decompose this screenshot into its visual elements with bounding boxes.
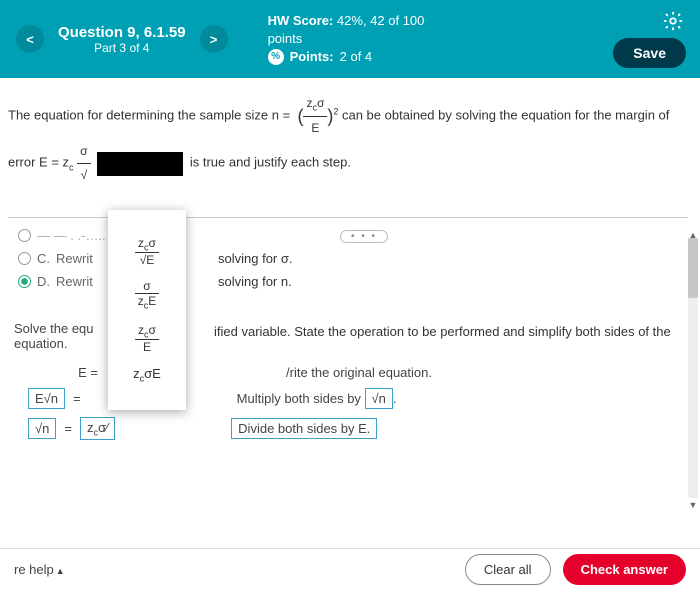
step-row-3: √n = zcσ∕ Divide both sides by E.: [28, 417, 688, 441]
step2-rhs-box[interactable]: √n: [365, 388, 393, 409]
step3-lhs-box[interactable]: √n: [28, 418, 56, 439]
percent-icon: %: [268, 49, 284, 65]
question-id-block: Question 9, 6.1.59 Part 3 of 4: [58, 24, 186, 55]
radio-d[interactable]: [18, 275, 31, 288]
formula-dropdown[interactable]: zcσ√E σzcE zcσE zcσE: [108, 210, 186, 410]
scroll-thumb[interactable]: [688, 238, 698, 298]
dropdown-item-3[interactable]: zcσE: [116, 323, 178, 354]
gear-icon[interactable]: [662, 10, 684, 32]
question-header: < Question 9, 6.1.59 Part 3 of 4 > HW Sc…: [0, 0, 700, 78]
step1-desc: /rite the original equation.: [286, 365, 432, 380]
margin-error-fraction: σ √: [77, 140, 90, 187]
check-answer-button[interactable]: Check answer: [563, 554, 686, 585]
scrollbar[interactable]: [688, 238, 698, 498]
save-button[interactable]: Save: [613, 38, 686, 68]
option-c-tail: solving for σ.: [218, 251, 293, 266]
radio-ghost: [18, 229, 31, 242]
option-d-tail: solving for n.: [218, 274, 292, 289]
more-help-button[interactable]: re help▲: [14, 562, 65, 577]
problem-statement: The equation for determining the sample …: [8, 92, 688, 187]
hw-score-block: HW Score: 42%, 42 of 100 points % Points…: [268, 12, 425, 67]
question-part: Part 3 of 4: [58, 41, 186, 55]
question-title: Question 9, 6.1.59: [58, 24, 186, 41]
sample-size-fraction: zcσ E: [303, 92, 327, 140]
radio-c[interactable]: [18, 252, 31, 265]
points-label: Points:: [290, 48, 334, 66]
hw-score-value: 42%, 42 of 100: [337, 13, 424, 28]
error-eq-text: error E = z: [8, 155, 69, 170]
step2-lhs-box[interactable]: E√n: [28, 388, 65, 409]
next-question-button[interactable]: >: [200, 25, 228, 53]
clear-all-button[interactable]: Clear all: [465, 554, 551, 585]
hw-score-label: HW Score:: [268, 13, 334, 28]
caret-up-icon: ▲: [56, 566, 65, 576]
step3-value-box[interactable]: zcσ∕: [80, 417, 115, 441]
intro-tail: is true and justify each step.: [190, 155, 351, 170]
dropdown-item-1[interactable]: zcσ√E: [116, 236, 178, 267]
answer-blank[interactable]: [97, 152, 183, 176]
prev-question-button[interactable]: <: [16, 25, 44, 53]
intro-text-a: The equation for determining the sample …: [8, 108, 290, 123]
dropdown-item-4[interactable]: zcσE: [116, 366, 178, 384]
points-unit: points: [268, 30, 425, 48]
solve-tail: ified variable. State the operation to b…: [214, 324, 671, 339]
step3-desc-box[interactable]: Divide both sides by E.: [231, 418, 377, 439]
intro-text-b: can be obtained by solving the equation …: [342, 108, 669, 123]
more-icon[interactable]: • • •: [340, 230, 388, 243]
question-content: The equation for determining the sample …: [0, 78, 700, 548]
dropdown-item-2[interactable]: σzcE: [116, 279, 178, 310]
footer-bar: re help▲ Clear all Check answer: [0, 548, 700, 590]
scroll-down-icon[interactable]: ▼: [687, 500, 699, 512]
points-value: 2 of 4: [340, 48, 373, 66]
